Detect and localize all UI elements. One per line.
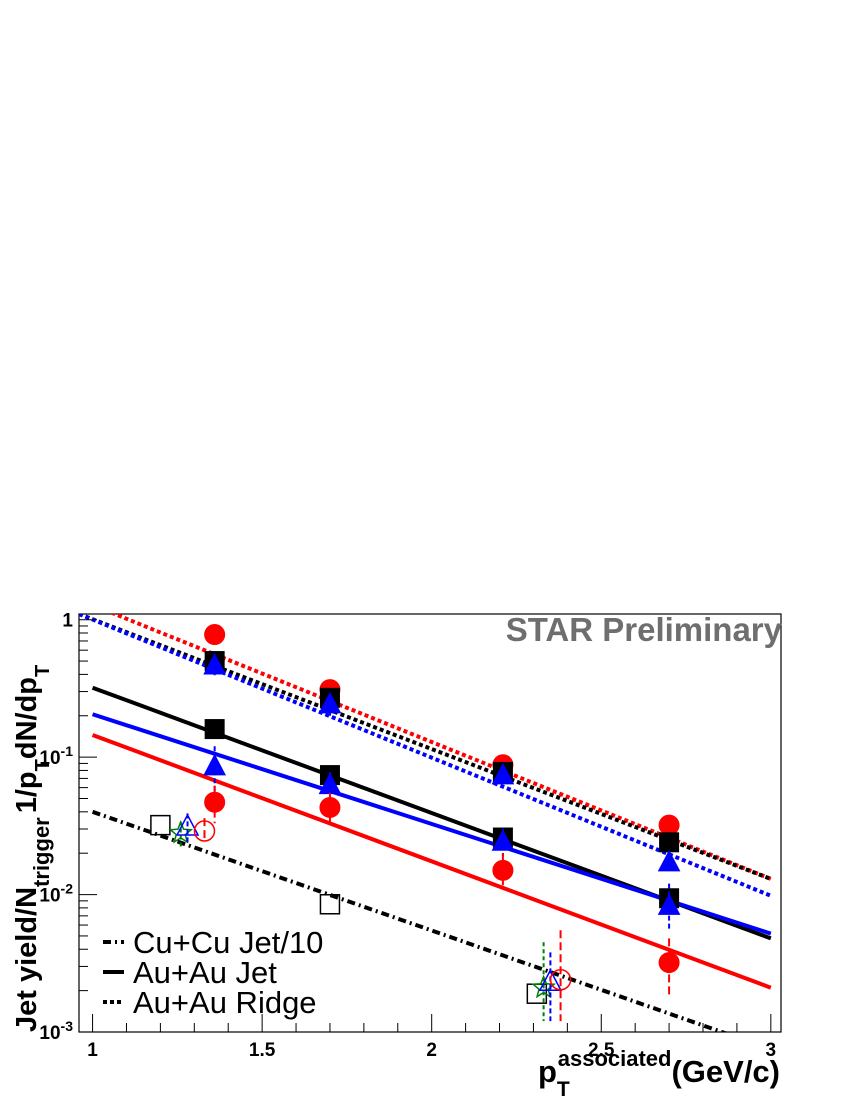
- fit-line-solid: [91, 712, 772, 936]
- y-tick-label: 10-1: [39, 743, 73, 769]
- data-series: [193, 818, 572, 1022]
- fit-line-dotted: [79, 614, 772, 881]
- fit-line-dashdot: [91, 809, 728, 1032]
- data-series: [175, 813, 563, 1022]
- x-tick-label: 3: [766, 1040, 777, 1061]
- marker-triangle: [203, 753, 226, 776]
- legend: Cu+Cu Jet/10 Au+Au Jet Au+Au Ridge: [103, 925, 323, 1020]
- marker-triangle: [657, 849, 681, 872]
- x-axis-title: pTassociated(GeV/c): [538, 1046, 780, 1100]
- y-tick-label: 10-3: [39, 1018, 73, 1044]
- x-tick-label: 1: [87, 1040, 98, 1061]
- marker-circle: [319, 797, 341, 819]
- marker-circle: [658, 952, 680, 974]
- legend-label-cucu-jet: Cu+Cu Jet/10: [133, 925, 323, 960]
- x-tick-label: 2: [426, 1040, 437, 1061]
- marker-square: [659, 832, 680, 853]
- marker-circle: [492, 859, 514, 881]
- marker-triangle: [491, 762, 515, 785]
- marker-circle: [193, 820, 216, 842]
- y-tick-label: 1: [62, 611, 73, 632]
- watermark: STAR Preliminary: [506, 611, 783, 648]
- marker-star: [168, 820, 194, 844]
- marker-triangle: [175, 813, 200, 836]
- data-series: [203, 746, 681, 931]
- x-tick-label: 2.5: [588, 1040, 615, 1061]
- y-axis-title: Jet yield/Ntrigger1/pTdN/dpT: [11, 665, 54, 1032]
- fit-line-solid: [91, 733, 772, 990]
- marker-triangle: [203, 652, 226, 675]
- marker-circle: [658, 814, 680, 836]
- marker-circle: [549, 968, 572, 991]
- svg-text:Jet yield/Ntrigger1/pTdN/dpT: Jet yield/Ntrigger1/pTdN/dpT: [11, 665, 54, 1032]
- marker-circle: [204, 624, 226, 646]
- data-series: [204, 785, 680, 997]
- marker-triangle: [657, 893, 681, 915]
- data-series: [203, 652, 681, 872]
- marker-triangle: [538, 968, 563, 992]
- marker-square: [319, 894, 341, 915]
- axes: 1 1.5 2 2.5 3 10-3 10-2 10-1 1: [39, 611, 776, 1061]
- legend-label-auau-jet: Au+Au Jet: [133, 955, 277, 990]
- data-points: [150, 624, 681, 1022]
- legend-label-auau-ridge: Au+Au Ridge: [133, 985, 317, 1020]
- x-tick-label: 1.5: [249, 1040, 276, 1061]
- marker-square: [204, 719, 225, 740]
- marker-circle: [204, 791, 226, 813]
- marker-triangle: [318, 691, 342, 714]
- fit-line-dotted: [109, 614, 772, 881]
- plot-frame: [78, 613, 782, 1033]
- y-tick-label: 10-2: [39, 881, 73, 907]
- fit-line-dotted: [79, 614, 772, 898]
- marker-triangle: [491, 829, 515, 851]
- marker-square: [150, 814, 171, 836]
